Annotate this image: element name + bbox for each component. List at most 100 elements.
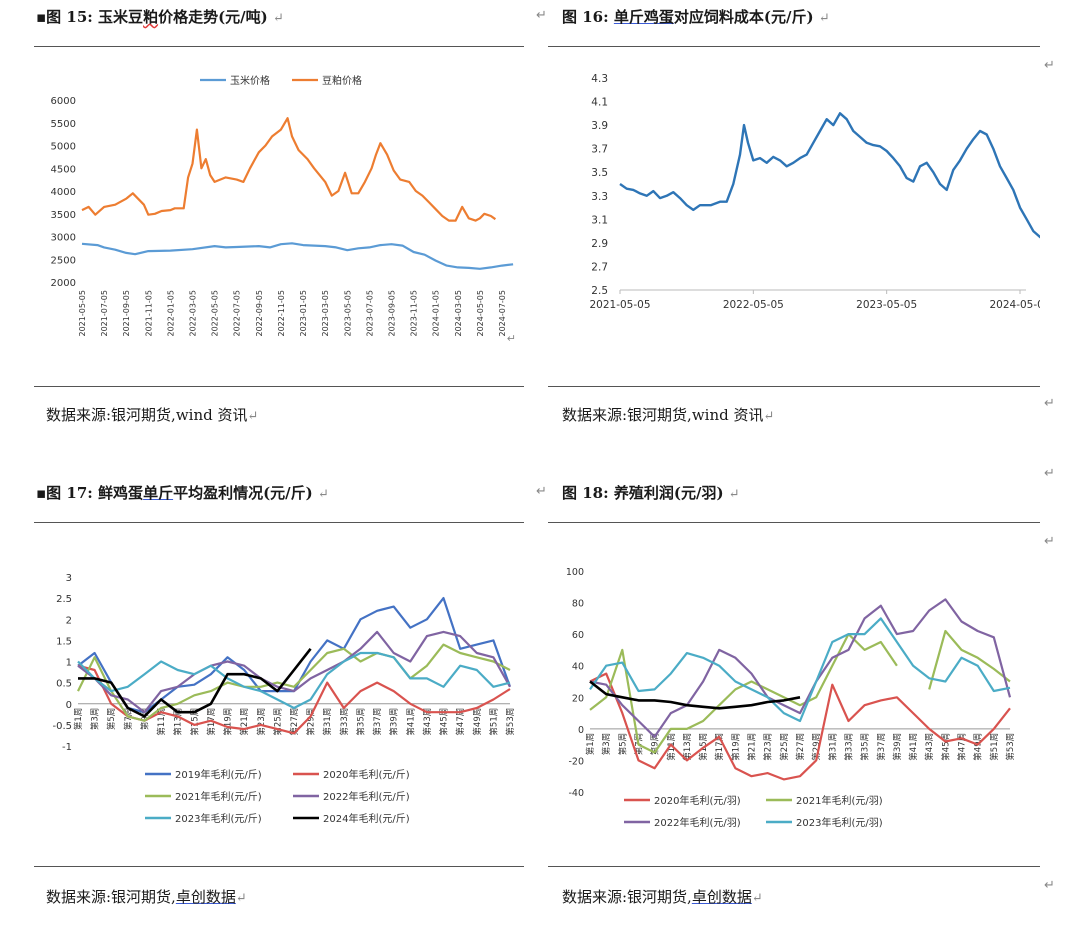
legend-label: 2022年毛利(元/羽) xyxy=(654,816,741,829)
y-tick-label: 80 xyxy=(572,599,584,610)
y-tick-label: 3.9 xyxy=(591,120,608,132)
series-line xyxy=(77,597,512,714)
x-tick-label: 第23周 xyxy=(763,733,774,761)
x-tick-label: 2022-05-05 xyxy=(211,290,220,337)
x-tick-label: 2022-03-05 xyxy=(189,290,198,337)
legend-label: 2020年毛利(元/斤) xyxy=(323,768,410,781)
x-tick-label: 第37周 xyxy=(876,733,887,761)
x-tick-label: 2024-01-05 xyxy=(432,290,441,337)
legend-label: 豆粕价格 xyxy=(322,74,362,87)
chart-title-16: 图 16: 单斤鸡蛋对应饲料成本(元/斤) ↵ xyxy=(562,8,830,26)
x-tick-label: 第39周 xyxy=(389,708,400,736)
x-tick-label: 第5周 xyxy=(106,708,117,730)
chart-source-15: 数据来源:银河期货,wind 资讯↵ xyxy=(46,406,259,424)
x-tick-label: 2022-07-05 xyxy=(233,290,242,337)
y-tick-label: 4500 xyxy=(51,164,76,175)
y-tick-label: 2500 xyxy=(51,255,76,266)
series-line xyxy=(77,630,511,714)
x-tick-label: 2023-09-05 xyxy=(387,290,396,337)
legend-label: 2021年毛利(元/斤) xyxy=(175,790,262,803)
y-tick-label: 0 xyxy=(66,700,72,711)
chart-source-18: 数据来源:银河期货,卓创数据↵ xyxy=(562,888,763,906)
y-tick-label: 40 xyxy=(572,662,584,673)
x-tick-label: 第45周 xyxy=(439,708,450,736)
x-tick-label: 第11周 xyxy=(666,733,677,761)
series-line xyxy=(619,112,1040,239)
return-mark: ↵ xyxy=(536,484,547,499)
y-tick-label: 4.3 xyxy=(591,73,608,85)
panel-top-rule xyxy=(548,522,1040,523)
y-tick-label: 1.5 xyxy=(56,636,72,647)
return-mark: ↵ xyxy=(1044,534,1055,549)
x-tick-label: 2022-09-05 xyxy=(255,290,264,337)
series-line xyxy=(78,647,312,718)
x-tick-label: 第7周 xyxy=(123,708,134,730)
x-tick-label: 第21周 xyxy=(747,733,758,761)
y-tick-label: 3.1 xyxy=(591,214,608,226)
y-tick-label: 2.7 xyxy=(591,261,608,273)
chart-source-16: 数据来源:银河期货,wind 资讯↵ xyxy=(562,406,775,424)
x-tick-label: 2023-05-05 xyxy=(343,290,352,337)
x-tick-label: 第29周 xyxy=(811,733,822,761)
y-tick-label: 3.3 xyxy=(591,191,608,203)
x-tick-label: 2024-05-05 xyxy=(476,290,485,337)
x-tick-label: 第47周 xyxy=(455,708,466,736)
x-tick-label: 2022-05-05 xyxy=(723,299,784,311)
x-tick-label: 2021-05-05 xyxy=(589,299,650,311)
y-tick-label: 2 xyxy=(66,615,72,626)
x-tick-label: 第1周 xyxy=(585,733,596,755)
x-tick-label: 2021-11-05 xyxy=(144,290,153,337)
chart-title-18: 图 18: 养殖利润(元/羽) ↵ xyxy=(562,484,740,502)
chart-15-corn-soymeal: 2000 2500 3000 3500 4000 4500 5000 5500 6000 2021… xyxy=(51,74,516,345)
x-tick-label: 2021-07-05 xyxy=(100,290,109,337)
x-tick-label: 第3周 xyxy=(601,733,612,755)
series-line xyxy=(77,664,511,735)
y-tick-label: 0.5 xyxy=(56,679,72,690)
y-tick-label: 4.1 xyxy=(591,97,608,109)
y-tick-label: 3500 xyxy=(51,210,76,221)
return-mark: ↵ xyxy=(536,8,547,23)
x-tick-label: 2023-07-05 xyxy=(365,290,374,337)
x-tick-label: 第29周 xyxy=(306,708,317,736)
x-tick-label: 2021-09-05 xyxy=(122,290,131,337)
panel-top-rule xyxy=(34,46,524,47)
x-tick-label: 第43周 xyxy=(422,708,433,736)
x-tick-label: 第19周 xyxy=(730,733,741,761)
x-tick-label: 第13周 xyxy=(682,733,693,761)
y-tick-label: -0.5 xyxy=(52,721,72,732)
panel-bottom-rule xyxy=(548,866,1040,867)
x-tick-label: 第17周 xyxy=(714,733,725,761)
legend-label: 2023年毛利(元/斤) xyxy=(175,812,262,825)
series-line xyxy=(81,242,514,270)
chart-source-17: 数据来源:银河期货,卓创数据↵ xyxy=(46,888,247,906)
series-line xyxy=(81,117,497,222)
x-tick-label: 2021-05-05 xyxy=(78,290,87,337)
legend-label: 2024年毛利(元/斤) xyxy=(323,812,410,825)
x-tick-label: 第9周 xyxy=(139,708,150,730)
y-tick-label: 3 xyxy=(66,573,72,584)
series-line xyxy=(589,672,1011,781)
y-tick-label: 60 xyxy=(572,630,584,641)
x-tick-label: 第51周 xyxy=(989,733,1000,761)
y-tick-label: 2.5 xyxy=(56,594,72,605)
y-tick-label: 2.9 xyxy=(591,238,608,250)
panel-top-rule xyxy=(34,522,524,523)
x-tick-label: 2024-03-05 xyxy=(454,290,463,337)
x-tick-label: 第41周 xyxy=(908,733,919,761)
legend-label: 2022年毛利(元/斤) xyxy=(323,790,410,803)
x-tick-label: 第11周 xyxy=(156,708,167,736)
panel-bottom-rule xyxy=(34,866,524,867)
chart-title-15: ▪图 15: 玉米豆粕价格走势(元/吨) ↵ xyxy=(36,8,284,26)
legend-label: 2021年毛利(元/羽) xyxy=(796,794,883,807)
x-tick-label: 第21周 xyxy=(239,708,250,736)
legend-label: 玉米价格 xyxy=(230,74,270,87)
y-tick-label: -40 xyxy=(568,788,584,799)
panel-bottom-rule xyxy=(548,386,1040,387)
x-tick-label: 第43周 xyxy=(924,733,935,761)
return-mark: ↵ xyxy=(1044,396,1055,411)
series-line xyxy=(77,651,511,710)
x-tick-label: 第3周 xyxy=(90,708,101,730)
series-line xyxy=(589,680,801,710)
